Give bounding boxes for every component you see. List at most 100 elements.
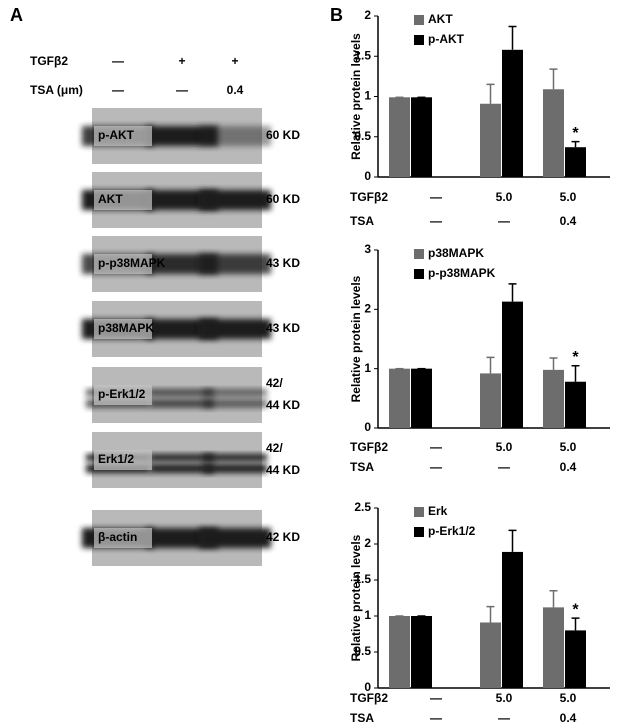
y-tick-label: 1 — [364, 89, 371, 103]
legend-swatch — [414, 15, 424, 25]
legend-label: AKT — [428, 12, 453, 26]
condition-value: — — [498, 711, 510, 725]
blot-label-bg — [94, 126, 152, 146]
y-tick-label: 2 — [364, 536, 371, 550]
band — [199, 190, 271, 210]
y-tick-label: 0.5 — [354, 644, 371, 658]
y-tick-label: 0 — [364, 680, 371, 694]
condition-value: 5.0 — [560, 190, 577, 204]
blot-label-bg — [94, 385, 152, 405]
bar — [543, 89, 564, 177]
legend-swatch — [414, 35, 424, 45]
legend-label: p38MAPK — [428, 246, 484, 260]
blot-label: p-AKT — [98, 128, 135, 142]
band — [150, 454, 214, 461]
y-tick-label: 0.5 — [354, 129, 371, 143]
y-axis-label: Relative protein levels — [349, 33, 363, 160]
band — [150, 464, 214, 473]
y-tick-label: 1.5 — [354, 572, 371, 586]
condition-label: TSA — [350, 711, 374, 725]
y-tick-label: 1.5 — [354, 48, 371, 62]
bar — [389, 97, 410, 177]
band — [203, 464, 267, 473]
bar — [565, 381, 586, 428]
condition-label: TSA — [350, 214, 374, 228]
blot-label-bg — [94, 450, 152, 470]
annotation: * — [572, 349, 579, 366]
blot-label-bg — [94, 319, 152, 339]
blot-size: 43 KD — [266, 256, 300, 270]
blot-size: 44 KD — [266, 463, 300, 477]
y-tick-label: 1 — [364, 608, 371, 622]
bar — [565, 630, 586, 688]
condition-value: 5.0 — [496, 691, 513, 705]
blot-label: p-p38MAPK — [98, 256, 166, 270]
legend-label: p-p38MAPK — [428, 266, 496, 280]
band — [199, 126, 271, 146]
condition-value: 0.4 — [560, 460, 577, 474]
blot-label-bg — [94, 528, 152, 548]
blot-size: 60 KD — [266, 192, 300, 206]
legend-label: p-AKT — [428, 32, 465, 46]
treatment-value: — — [112, 83, 124, 97]
error-bar — [508, 283, 517, 302]
condition-label: TGFβ2 — [350, 440, 388, 454]
error-bar — [571, 364, 580, 382]
error-bar — [549, 590, 558, 608]
y-axis-label: Relative protein levels — [349, 275, 363, 402]
bar — [565, 147, 586, 177]
condition-label: TGFβ2 — [350, 190, 388, 204]
condition-value: — — [430, 440, 442, 454]
bar — [543, 369, 564, 428]
treatment-label: TGFβ2 — [30, 54, 68, 68]
condition-value: — — [430, 190, 442, 204]
error-bar — [508, 529, 517, 552]
error-bar — [571, 617, 580, 631]
blot-size: 43 KD — [266, 321, 300, 335]
legend-label: Erk — [428, 504, 448, 518]
condition-value: — — [430, 460, 442, 474]
bar — [480, 103, 501, 177]
blot-label: Erk1/2 — [98, 452, 134, 466]
bar — [502, 301, 523, 428]
bar — [543, 607, 564, 688]
y-tick-label: 1 — [364, 361, 371, 375]
condition-value: 5.0 — [496, 440, 513, 454]
error-bar — [508, 25, 517, 50]
bar — [480, 373, 501, 428]
error-bar — [486, 605, 495, 623]
blot-label-bg — [94, 190, 152, 210]
band — [203, 454, 267, 461]
treatment-value: 0.4 — [227, 83, 244, 97]
blot-label: p38MAPK — [98, 321, 154, 335]
condition-value: — — [498, 460, 510, 474]
treatment-value: + — [231, 54, 238, 68]
band — [150, 399, 214, 408]
y-tick-label: 0 — [364, 169, 371, 183]
bar — [389, 368, 410, 428]
condition-value: 0.4 — [560, 214, 577, 228]
legend-swatch — [414, 527, 424, 537]
y-tick-label: 2 — [364, 302, 371, 316]
blot-size: 60 KD — [266, 128, 300, 142]
bar — [502, 551, 523, 688]
y-tick-label: 2 — [364, 8, 371, 22]
annotation: * — [572, 125, 579, 142]
blot-label: β-actin — [98, 530, 137, 544]
condition-value: — — [430, 691, 442, 705]
y-tick-label: 3 — [364, 242, 371, 256]
bar — [502, 49, 523, 178]
treatment-value: — — [112, 54, 124, 68]
bar — [480, 622, 501, 688]
error-bar — [549, 68, 558, 90]
bar — [411, 368, 432, 428]
blot-label-bg — [94, 254, 152, 274]
condition-value: 5.0 — [560, 440, 577, 454]
blot-size: 42 KD — [266, 530, 300, 544]
error-bar — [486, 356, 495, 374]
band — [150, 389, 214, 396]
y-tick-label: 2.5 — [354, 500, 371, 514]
condition-value: 5.0 — [496, 190, 513, 204]
